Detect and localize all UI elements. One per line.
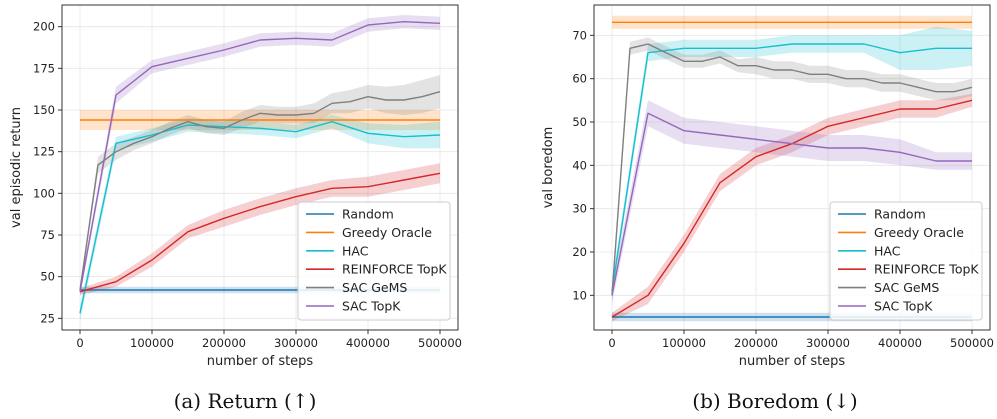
chart-0-x-tick-label-4: 400000 xyxy=(346,336,390,350)
chart-1-legend-label-hac: HAC xyxy=(874,243,901,258)
chart-0-legend-label-greedy-oracle: Greedy Oracle xyxy=(342,225,432,240)
chart-1-x-tick-label-3: 300000 xyxy=(806,336,850,350)
chart-0-y-tick-label-0: 25 xyxy=(40,311,55,325)
chart-1-line-sac-topk xyxy=(611,112,972,296)
chart-0-x-tick-label-2: 200000 xyxy=(202,336,246,350)
chart-1-y-tick-label-5: 60 xyxy=(572,72,587,86)
chart-0-line-sac-topk xyxy=(79,21,441,292)
chart-1-band-reinforce-topk xyxy=(612,93,972,322)
chart-0-x-tick-label-5: 500000 xyxy=(418,336,462,350)
chart-0-x-axis-label: number of steps xyxy=(207,354,314,369)
chart-1-frame xyxy=(593,4,991,331)
chart-0-legend-label-random: Random xyxy=(342,207,394,222)
chart-0-y-tick-label-2: 75 xyxy=(40,228,55,242)
chart-1-plot-area xyxy=(611,15,973,322)
chart-0-line-reinforce-topk xyxy=(79,172,441,293)
chart-return: 0 100000 200000 300000 400000 500000 25 50 75 100… xyxy=(9,4,462,369)
chart-0-frame xyxy=(61,4,459,331)
chart-1-legend-label-random: Random xyxy=(874,207,926,222)
chart-1-x-tick-label-2: 200000 xyxy=(734,336,778,350)
chart-1-y-tick-label-4: 50 xyxy=(572,115,587,129)
chart-0-x-tick-label-3: 300000 xyxy=(274,336,318,350)
chart-1-legend-box xyxy=(829,201,983,321)
chart-0-line-sac-gems xyxy=(79,91,441,291)
chart-1-legend-label-sac-topk: SAC TopK xyxy=(874,299,933,314)
chart-1-y-tick-label-1: 20 xyxy=(572,245,587,259)
chart-1-y-tick-label-3: 40 xyxy=(572,158,587,172)
chart-1-y-tick-label-6: 70 xyxy=(572,28,587,42)
chart-0-y-tick-label-1: 50 xyxy=(40,270,55,284)
chart-0-legend: Random Greedy Oracle HAC REINFORCE TopK SAC … xyxy=(297,201,451,321)
chart-0-legend-label-sac-topk: SAC TopK xyxy=(342,299,401,314)
chart-0-legend-label-sac-gems: SAC GeMS xyxy=(342,280,407,295)
chart-0-legend-box xyxy=(297,201,451,321)
chart-boredom: 0 100000 200000 300000 400000 500000 10 20 30 40 5… xyxy=(541,4,994,369)
chart-1-x-tick-label-5: 500000 xyxy=(950,336,994,350)
chart-1-x-tick-label-1: 100000 xyxy=(662,336,706,350)
chart-1-band-sac-topk xyxy=(612,100,972,304)
chart-0-y-tick-label-5: 150 xyxy=(33,103,55,117)
chart-1-legend: Random Greedy Oracle HAC REINFORCE TopK SAC … xyxy=(829,201,983,321)
chart-0-band-hac xyxy=(80,115,440,322)
chart-1-x-tick-label-0: 0 xyxy=(608,336,615,350)
chart-0-legend-label-reinforce-topk: REINFORCE TopK xyxy=(342,262,447,277)
chart-1-y-tick-label-0: 10 xyxy=(572,288,587,302)
chart-0-x-tick-label-1: 100000 xyxy=(130,336,174,350)
chart-0-x-tick-label-0: 0 xyxy=(76,336,83,350)
chart-0-y-tick-label-7: 200 xyxy=(33,20,55,34)
chart-1-legend-label-reinforce-topk: REINFORCE TopK xyxy=(874,262,979,277)
caption-return: (a) Return (↑) xyxy=(174,389,317,413)
chart-0-legend-label-hac: HAC xyxy=(342,243,369,258)
chart-1-y-axis-label: val boredom xyxy=(541,127,556,209)
chart-0-band-reinforce-topk xyxy=(80,163,440,295)
chart-1-x-axis-label: number of steps xyxy=(739,354,846,369)
chart-0-y-axis-label: val episodic return xyxy=(9,107,24,228)
chart-0-y-tick-label-3: 100 xyxy=(33,186,55,200)
chart-1-legend-label-greedy-oracle: Greedy Oracle xyxy=(874,225,964,240)
chart-1-line-hac xyxy=(611,43,972,292)
chart-0-y-tick-label-4: 125 xyxy=(33,145,55,159)
chart-0-y-tick-label-6: 175 xyxy=(33,61,55,75)
chart-1-line-sac-gems xyxy=(611,43,973,296)
chart-1-x-tick-label-4: 400000 xyxy=(878,336,922,350)
chart-1-legend-label-sac-gems: SAC GeMS xyxy=(874,280,939,295)
chart-1-y-tick-label-2: 30 xyxy=(572,202,587,216)
chart-0-line-hac xyxy=(79,120,441,314)
caption-boredom: (b) Boredom (↓) xyxy=(692,389,857,413)
